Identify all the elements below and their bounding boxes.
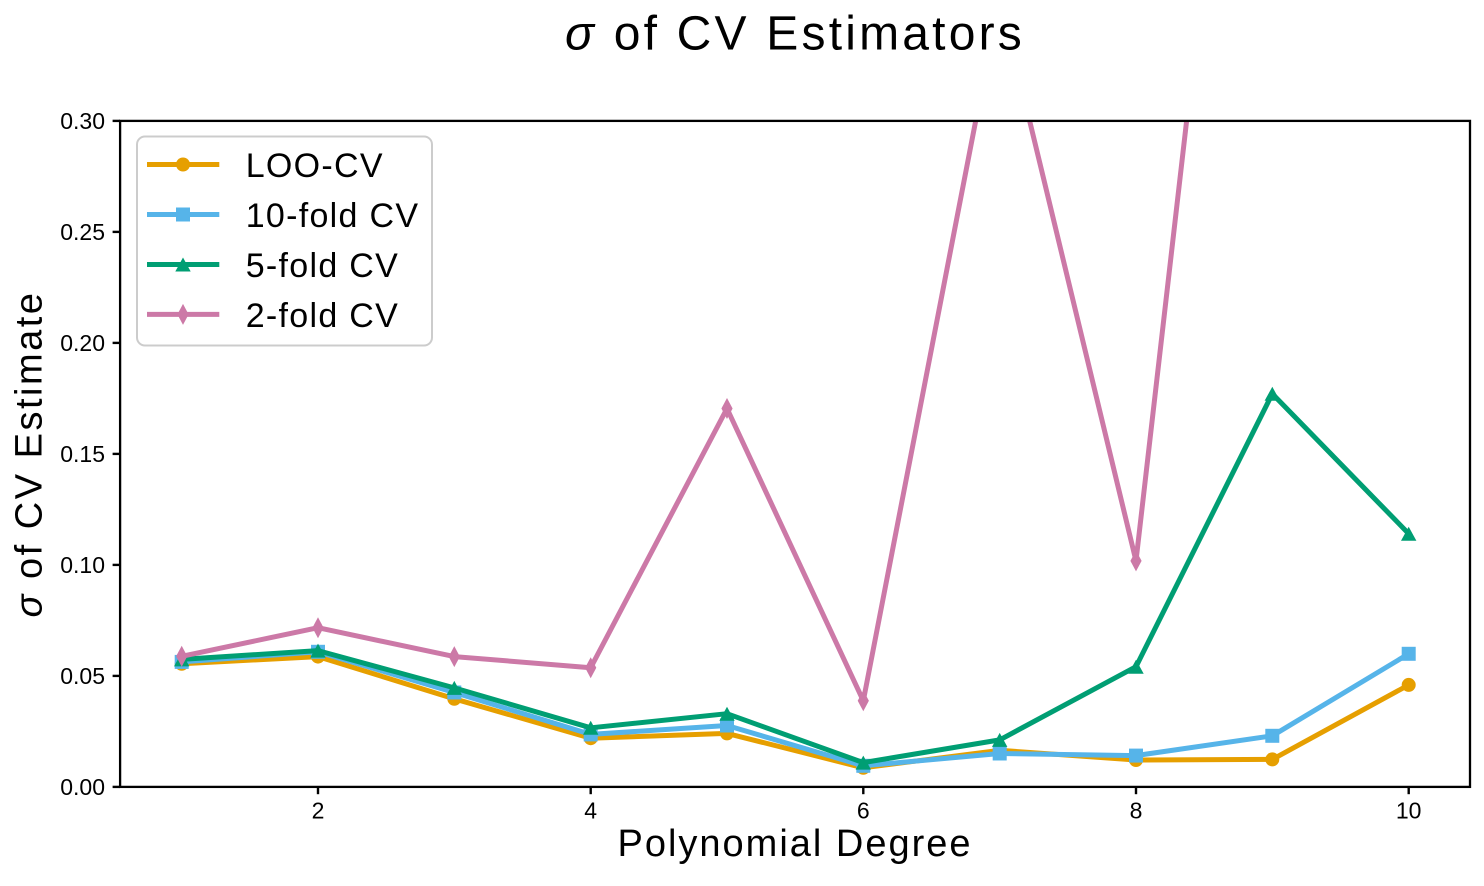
svg-text:0.00: 0.00 (60, 774, 105, 800)
svg-text:0.10: 0.10 (60, 552, 105, 578)
svg-text:0.30: 0.30 (60, 108, 105, 134)
svg-text:4: 4 (584, 798, 597, 824)
svg-text:10: 10 (1396, 798, 1422, 824)
svg-text:LOO-CV: LOO-CV (246, 147, 384, 185)
svg-text:0.25: 0.25 (60, 219, 105, 245)
svg-text:σ of CV Estimators: σ of CV Estimators (565, 8, 1025, 61)
svg-text:10-fold CV: 10-fold CV (246, 197, 420, 235)
svg-text:2: 2 (312, 798, 325, 824)
svg-text:8: 8 (1130, 798, 1143, 824)
svg-text:0.05: 0.05 (60, 663, 105, 689)
svg-text:0.20: 0.20 (60, 330, 105, 356)
svg-text:σ of CV Estimate: σ of CV Estimate (9, 291, 51, 618)
svg-text:0.15: 0.15 (60, 441, 105, 467)
svg-text:6: 6 (857, 798, 870, 824)
svg-text:Polynomial Degree: Polynomial Degree (617, 823, 972, 865)
svg-text:5-fold CV: 5-fold CV (246, 247, 399, 285)
svg-text:2-fold CV: 2-fold CV (246, 297, 399, 335)
